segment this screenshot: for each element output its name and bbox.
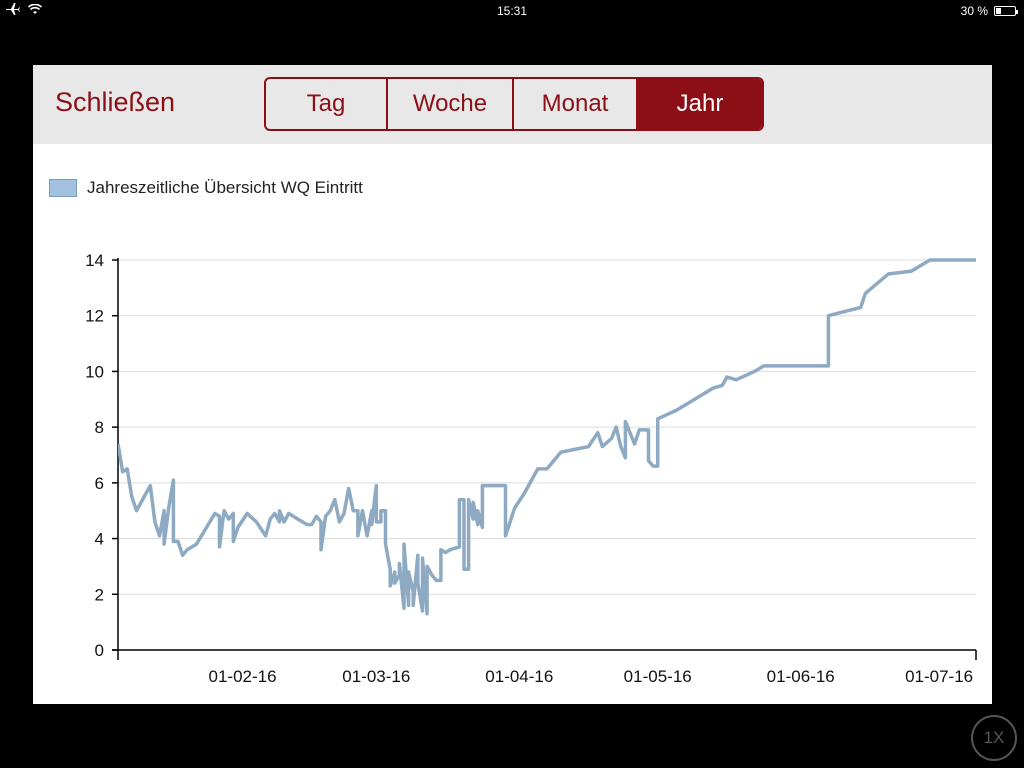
status-time: 15:31 — [496, 4, 528, 18]
close-button[interactable]: Schließen — [55, 87, 176, 117]
y-tick-label: 6 — [95, 474, 104, 493]
y-tick-label: 14 — [85, 251, 104, 270]
x-tick-label: 01-03-16 — [342, 667, 410, 686]
chart-panel: Schließen Tag Woche Monat Jahr Jahreszei… — [33, 65, 992, 704]
y-tick-label: 0 — [95, 641, 104, 660]
y-tick-label: 8 — [95, 418, 104, 437]
wifi-icon — [28, 3, 42, 14]
legend-label: Jahreszeitliche Übersicht WQ Eintritt — [87, 178, 363, 197]
airplane-mode-icon — [6, 3, 20, 15]
status-bar: 15:31 30 % — [0, 0, 1024, 22]
y-tick-label: 10 — [85, 362, 104, 381]
y-tick-label: 2 — [95, 585, 104, 604]
tab-monat[interactable]: Monat — [514, 79, 638, 129]
legend-swatch — [49, 179, 77, 197]
y-tick-label: 12 — [85, 307, 104, 326]
series-line-wq-eintritt — [118, 258, 976, 616]
status-icons-right: 30 % — [960, 4, 1018, 18]
tab-woche[interactable]: Woche — [388, 79, 514, 129]
x-tick-label: 01-04-16 — [485, 667, 553, 686]
status-icons-left — [6, 3, 42, 15]
battery-icon — [994, 6, 1018, 16]
x-tick-label: 01-02-16 — [209, 667, 277, 686]
toolbar: Schließen Tag Woche Monat Jahr — [33, 65, 992, 144]
zoom-button[interactable]: 1X — [971, 715, 1017, 761]
period-segmented-control: Tag Woche Monat Jahr — [264, 77, 764, 131]
tab-jahr[interactable]: Jahr — [638, 79, 762, 129]
line-chart: 0 2 4 6 8 10 12 14 01-02-16 01-03-16 01-04-16 01-05… — [85, 251, 977, 686]
chart-legend: Jahreszeitliche Übersicht WQ Eintritt — [49, 178, 363, 198]
x-tick-label: 01-07-16 — [905, 667, 973, 686]
battery-percentage: 30 % — [960, 4, 988, 18]
y-tick-label: 4 — [95, 530, 104, 549]
x-tick-label: 01-06-16 — [767, 667, 835, 686]
tab-tag[interactable]: Tag — [266, 79, 388, 129]
x-tick-label: 01-05-16 — [624, 667, 692, 686]
